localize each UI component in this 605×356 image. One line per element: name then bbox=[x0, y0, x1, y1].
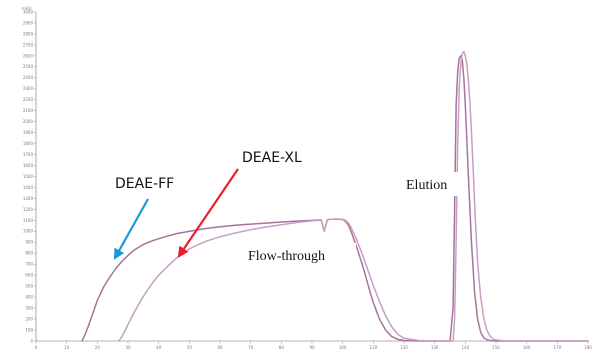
y-tick-label: 1500 bbox=[23, 174, 34, 179]
y-tick-label: 2100 bbox=[23, 108, 34, 113]
x-tick-label: 30 bbox=[125, 345, 131, 350]
series-group bbox=[81, 50, 589, 342]
y-tick-label: 500 bbox=[25, 284, 33, 289]
x-tick-label: 150 bbox=[492, 345, 500, 350]
y-tick-label: 100 bbox=[25, 327, 33, 332]
x-tick-label: 20 bbox=[95, 345, 101, 350]
y-tick-label: 2500 bbox=[23, 64, 34, 69]
y-tick-label: 0 bbox=[30, 338, 33, 343]
y-tick-label: 1800 bbox=[23, 141, 34, 146]
y-tick-label: 1600 bbox=[23, 163, 34, 168]
x-tick-label: 130 bbox=[431, 345, 439, 350]
x-tick-label: 160 bbox=[523, 345, 531, 350]
y-tick-label: 600 bbox=[25, 273, 33, 278]
x-tick-label: 120 bbox=[400, 345, 408, 350]
y-tick-label: 1300 bbox=[23, 196, 34, 201]
y-tick-label: 1400 bbox=[23, 185, 34, 190]
x-tick-label: 110 bbox=[370, 345, 378, 350]
x-tick-label: 0 bbox=[35, 345, 38, 350]
x-tick-label: 180 bbox=[584, 345, 592, 350]
x-tick-label: 60 bbox=[217, 345, 223, 350]
y-tick-label: 2800 bbox=[23, 31, 34, 36]
axes: 0100200300400500600700800900100011001200… bbox=[23, 9, 592, 350]
x-tick-label: 50 bbox=[187, 345, 193, 350]
y-tick-label: 1100 bbox=[23, 218, 34, 223]
y-tick-label: 200 bbox=[25, 316, 33, 321]
x-tick-label: 10 bbox=[64, 345, 70, 350]
x-tick-label: 80 bbox=[279, 345, 285, 350]
x-tick-label: 100 bbox=[339, 345, 347, 350]
y-tick-label: 900 bbox=[25, 240, 33, 245]
deae-ff-arrow bbox=[113, 198, 149, 260]
y-tick-label: 2000 bbox=[23, 119, 34, 124]
y-tick-label: 2200 bbox=[23, 97, 34, 102]
flow-through-label-bg bbox=[244, 243, 356, 267]
y-tick-label: 1700 bbox=[23, 152, 34, 157]
y-tick-label: 1200 bbox=[23, 207, 34, 212]
y-tick-label: 1900 bbox=[23, 130, 34, 135]
y-tick-label: 2300 bbox=[23, 86, 34, 91]
x-tick-label: 140 bbox=[462, 345, 470, 350]
y-tick-label: 800 bbox=[25, 251, 33, 256]
y-unit-label: mAU bbox=[22, 6, 32, 11]
y-tick-label: 2600 bbox=[23, 53, 34, 58]
series-line-deae-ff bbox=[81, 55, 589, 342]
deae-xl-label: DEAE-XL bbox=[242, 150, 302, 166]
y-tick-label: 3000 bbox=[23, 9, 34, 14]
x-tick-label: 70 bbox=[248, 345, 254, 350]
y-tick-label: 300 bbox=[25, 306, 33, 311]
x-tick-label: 170 bbox=[554, 345, 562, 350]
series-line-deae-xl bbox=[118, 50, 589, 342]
elution-label-bg bbox=[403, 172, 461, 196]
y-tick-label: 2700 bbox=[23, 42, 34, 47]
deae-ff-label: DEAE-FF bbox=[115, 176, 174, 192]
x-tick-label: 90 bbox=[309, 345, 315, 350]
y-tick-label: 2900 bbox=[23, 20, 34, 25]
flow-through-label: Flow-through bbox=[248, 249, 325, 264]
y-tick-label: 400 bbox=[25, 295, 33, 300]
elution-label: Elution bbox=[406, 178, 447, 193]
deae-xl-arrow bbox=[177, 168, 239, 258]
x-tick-label: 40 bbox=[156, 345, 162, 350]
y-tick-label: 1000 bbox=[23, 229, 34, 234]
y-tick-label: 700 bbox=[25, 262, 33, 267]
y-tick-label: 2400 bbox=[23, 75, 34, 80]
